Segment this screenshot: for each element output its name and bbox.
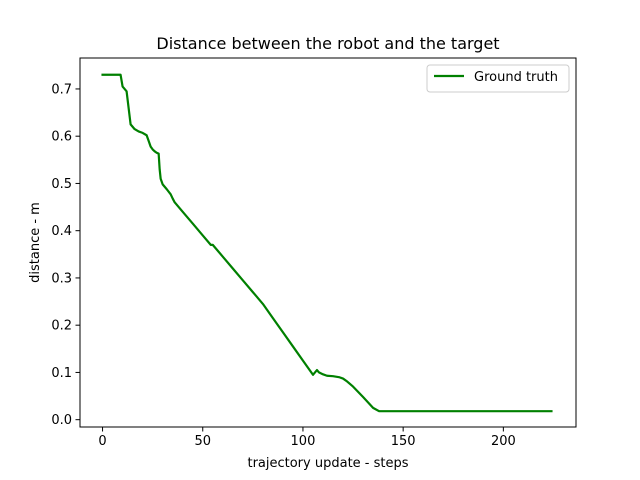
legend: Ground truth: [426, 64, 570, 93]
x-axis-label: trajectory update - steps: [247, 456, 408, 471]
x-tick-label: 200: [491, 434, 516, 449]
legend-box: [426, 64, 570, 93]
series-line-ground-truth: [101, 73, 553, 413]
plot-area: [101, 73, 553, 413]
x-axis-ticks: 0 50 100 150 200: [98, 427, 516, 449]
legend-label-ground-truth: Ground truth: [474, 70, 558, 85]
x-tick-label: 100: [291, 434, 316, 449]
y-tick-label: 0.2: [51, 319, 72, 334]
y-tick-label: 0.0: [51, 413, 72, 428]
y-tick-label: 0.1: [51, 366, 72, 381]
y-tick-label: 0.7: [51, 82, 72, 97]
x-tick-label: 150: [391, 434, 416, 449]
y-tick-label: 0.3: [51, 271, 72, 286]
y-tick-label: 0.5: [51, 177, 72, 192]
y-tick-label: 0.6: [51, 130, 72, 145]
x-tick-label: 50: [194, 434, 211, 449]
chart-title: Distance between the robot and the targe…: [156, 34, 499, 53]
y-axis-label: distance - m: [28, 202, 43, 283]
y-tick-label: 0.4: [51, 224, 72, 239]
plot-frame: [79, 57, 577, 428]
x-tick-label: 0: [98, 434, 106, 449]
y-axis-ticks: 0.0 0.1 0.2 0.3 0.4 0.5 0.6 0.7: [51, 82, 80, 428]
